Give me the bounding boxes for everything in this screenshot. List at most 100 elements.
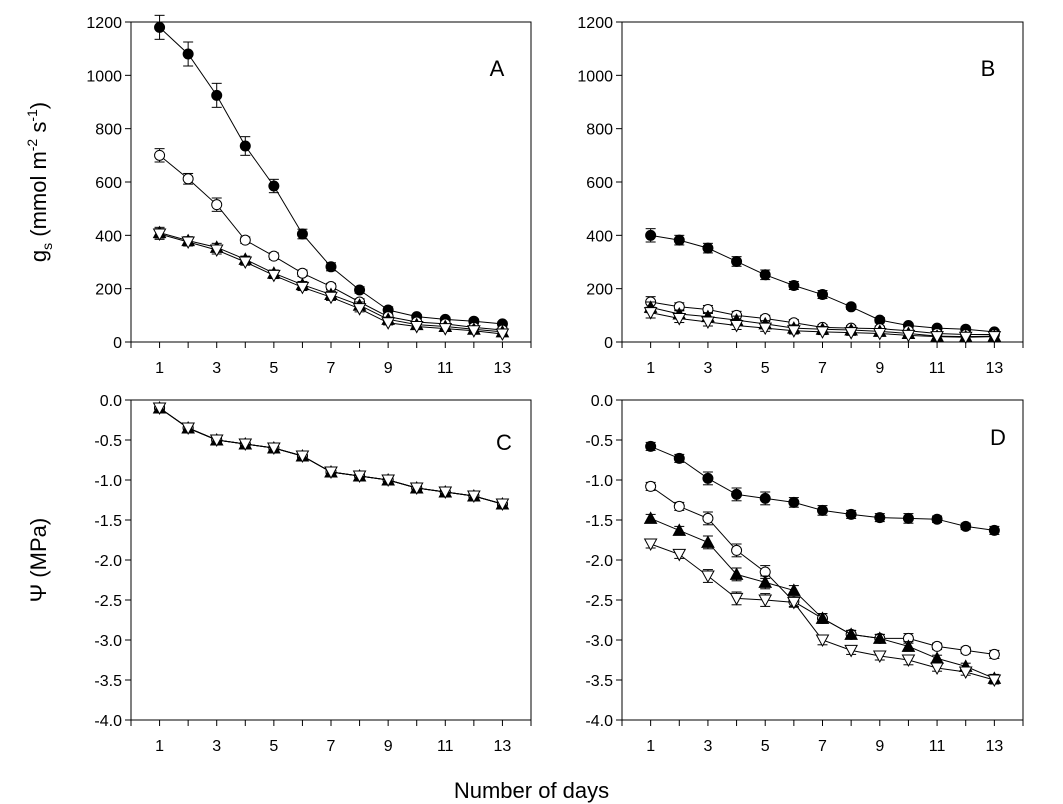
- data-point-filled-circle: [211, 89, 223, 101]
- data-point-filled-triangle: [672, 523, 687, 536]
- data-point-open-triangle: [987, 331, 1002, 344]
- y-tick-label: 1000: [86, 68, 122, 85]
- panel-d: 0.0-0.5-1.0-1.5-2.0-2.5-3.0-3.5-4.01 3 5 7 9…: [585, 393, 1024, 755]
- data-point-filled-circle: [268, 180, 280, 192]
- data-point-open-triangle: [844, 327, 858, 340]
- data-point-open-circle: [211, 199, 223, 211]
- data-point-open-triangle: [324, 291, 338, 305]
- data-point-filled-circle: [845, 508, 857, 520]
- data-point-open-triangle: [930, 662, 944, 676]
- data-point-open-circle: [988, 648, 1000, 660]
- panel-letter: A: [490, 56, 505, 81]
- y-tick-label: -4.0: [585, 713, 613, 730]
- data-point-filled-circle: [182, 48, 194, 60]
- data-point-filled-circle: [731, 255, 743, 267]
- data-point-open-circle: [182, 173, 194, 185]
- data-point-filled-triangle: [815, 611, 830, 624]
- y-tick-label: -3.5: [94, 673, 122, 690]
- data-point-filled-circle: [702, 242, 714, 254]
- x-tick-label: 3: [703, 738, 712, 755]
- y-tick-label: -0.5: [585, 433, 613, 450]
- data-point-filled-triangle: [872, 631, 887, 644]
- data-point-open-triangle: [381, 474, 395, 488]
- y-tick-label: -2.5: [94, 593, 122, 610]
- panel-c: 0.0-0.5-1.0-1.5-2.0-2.5-3.0-3.5-4.01 3 5 7 9…: [94, 393, 532, 755]
- data-point-filled-triangle: [729, 567, 744, 580]
- y-tick-label: 0.0: [591, 393, 613, 410]
- data-point-open-triangle: [901, 329, 916, 343]
- data-point-filled-triangle: [758, 575, 773, 588]
- plot-frame: [130, 399, 532, 721]
- data-point-filled-circle: [902, 512, 914, 524]
- data-point-open-triangle: [815, 326, 830, 339]
- data-point-filled-circle: [239, 140, 251, 152]
- data-point-open-triangle: [958, 666, 973, 680]
- data-point-filled-circle: [931, 513, 943, 525]
- data-point-open-triangle: [844, 644, 858, 658]
- data-point-open-triangle: [209, 244, 224, 258]
- data-point-open-triangle: [152, 228, 167, 242]
- x-tick-label: 7: [327, 738, 336, 755]
- y-tick-label: -3.0: [585, 633, 613, 650]
- data-point-filled-circle: [296, 228, 308, 240]
- data-point-filled-circle: [673, 452, 685, 464]
- y-tick-label: -3.0: [94, 633, 122, 650]
- data-point-open-triangle: [209, 434, 224, 448]
- data-point-filled-circle: [702, 472, 714, 484]
- data-point-open-triangle: [729, 592, 744, 606]
- y-tick-label: -2.0: [94, 553, 122, 570]
- data-point-open-triangle: [643, 307, 658, 320]
- data-point-open-triangle: [872, 650, 887, 664]
- data-point-open-triangle: [901, 654, 916, 668]
- data-point-open-triangle: [787, 325, 801, 338]
- x-tick-label: 13: [985, 360, 1003, 377]
- data-point-open-triangle: [958, 331, 973, 345]
- x-tick-label: 3: [703, 360, 712, 377]
- x-tick-label: 3: [212, 738, 221, 755]
- data-point-open-triangle: [495, 498, 510, 512]
- data-point-open-triangle: [267, 269, 281, 283]
- data-point-filled-triangle: [643, 511, 658, 524]
- x-tick-label: 7: [818, 360, 827, 377]
- y-tick-label: 0: [113, 335, 122, 352]
- x-tick-label: 7: [327, 360, 336, 377]
- y-tick-label: 200: [95, 282, 122, 299]
- series-line-open-triangle: [159, 407, 503, 505]
- y-tick-label: -4.0: [94, 713, 122, 730]
- data-point-open-triangle: [987, 674, 1002, 688]
- data-point-open-circle: [960, 644, 972, 656]
- y-tick-label: -1.0: [94, 473, 122, 490]
- x-tick-label: 9: [384, 738, 393, 755]
- data-point-filled-circle: [759, 492, 771, 504]
- data-point-filled-triangle: [930, 651, 944, 664]
- data-point-open-triangle: [152, 402, 167, 416]
- data-point-open-triangle: [672, 313, 687, 326]
- data-point-open-circle: [673, 500, 685, 512]
- data-point-open-circle: [154, 149, 166, 161]
- panel-letter: D: [990, 425, 1006, 450]
- x-tick-label: 11: [929, 738, 946, 755]
- y-tick-label: 0.0: [100, 393, 122, 410]
- data-point-open-triangle: [238, 438, 253, 452]
- data-point-open-triangle: [238, 256, 253, 270]
- data-point-open-circle: [268, 250, 280, 262]
- data-point-open-triangle: [181, 422, 195, 436]
- data-point-filled-circle: [817, 289, 828, 301]
- data-point-filled-triangle: [901, 639, 916, 652]
- y-tick-label: -1.0: [585, 473, 613, 490]
- x-tick-label: 13: [985, 738, 1003, 755]
- y-tick-label: 0: [604, 335, 613, 352]
- data-point-filled-circle: [988, 524, 1000, 536]
- data-point-open-triangle: [701, 570, 715, 584]
- data-point-filled-circle: [673, 234, 685, 246]
- data-point-open-triangle: [701, 316, 715, 330]
- x-tick-label: 1: [155, 738, 164, 755]
- data-point-filled-circle: [645, 229, 657, 241]
- x-tick-label: 9: [384, 360, 393, 377]
- data-point-filled-circle: [960, 520, 972, 532]
- x-tick-label: 11: [437, 360, 454, 377]
- data-point-open-triangle: [672, 548, 687, 562]
- series-line-filled-circle: [650, 445, 995, 531]
